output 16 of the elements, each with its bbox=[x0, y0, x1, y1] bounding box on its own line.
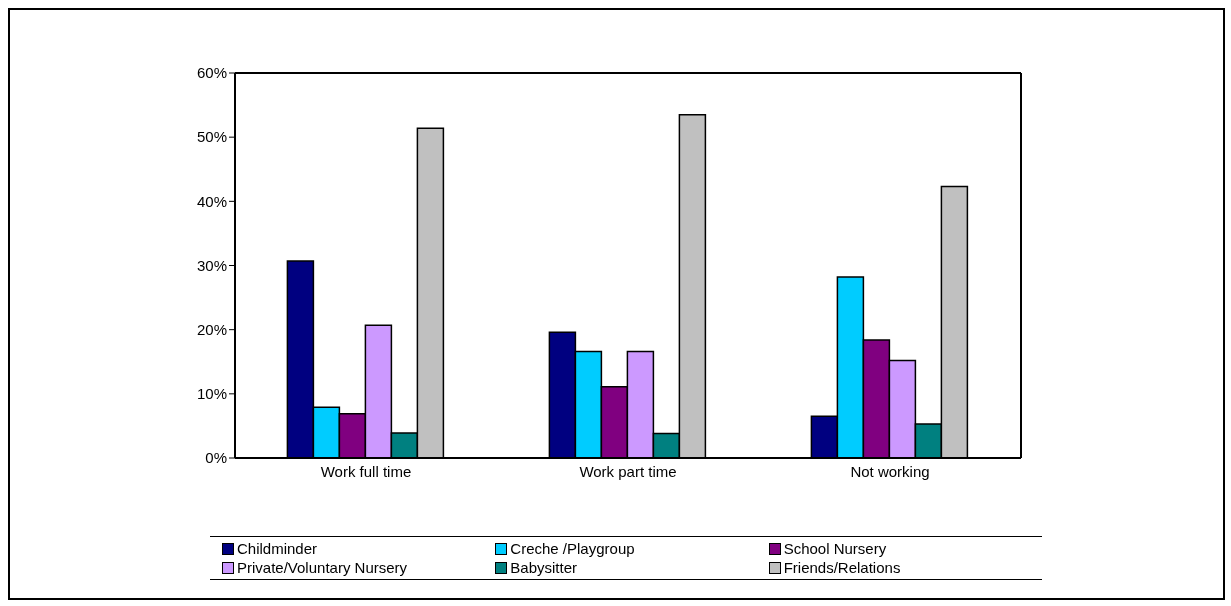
legend-label: Creche /Playgroup bbox=[510, 540, 635, 557]
y-tick-label: 10% bbox=[196, 385, 227, 403]
legend-label: Private/Voluntary Nursery bbox=[237, 559, 408, 576]
legend-label: Childminder bbox=[237, 540, 318, 557]
x-tick-label: Work full time bbox=[320, 462, 412, 480]
legend-label: Friends/Relations bbox=[783, 559, 901, 576]
x-tick-label: Not working bbox=[850, 462, 930, 480]
y-tick-label: 0% bbox=[205, 449, 227, 467]
legend-label: School Nursery bbox=[783, 540, 887, 557]
y-tick-label: 30% bbox=[196, 256, 227, 274]
y-tick-label: 60% bbox=[196, 64, 227, 82]
y-tick-label: 20% bbox=[196, 320, 227, 338]
x-tick-label: Work part time bbox=[579, 462, 677, 480]
y-tick-label: 50% bbox=[196, 128, 227, 146]
y-tick-label: 40% bbox=[196, 192, 227, 210]
legend-label: Babysitter bbox=[510, 559, 578, 576]
